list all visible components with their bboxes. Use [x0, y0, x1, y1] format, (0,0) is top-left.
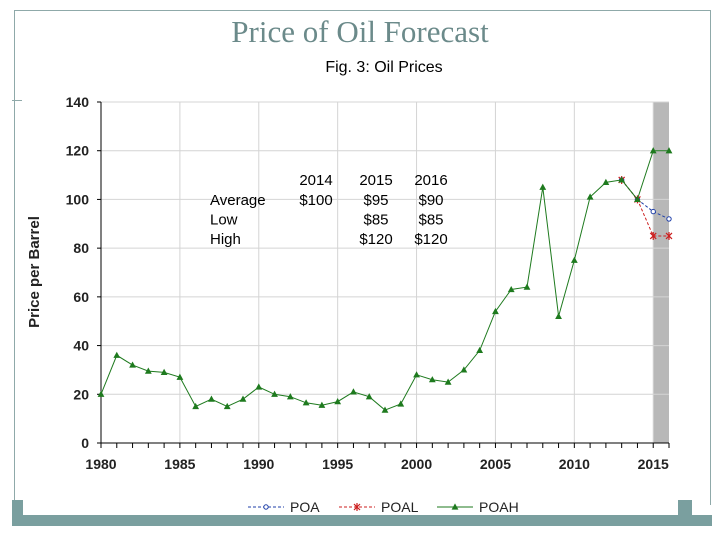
poal-point	[353, 503, 361, 511]
poah-point	[665, 147, 673, 154]
poah-point	[451, 503, 459, 510]
y-tick-label: 60	[73, 289, 89, 305]
annotation-header: 2016	[414, 172, 447, 189]
y-tick-label: 100	[66, 191, 90, 207]
poal-point	[649, 231, 657, 240]
x-tick-label: 1990	[243, 456, 274, 472]
poah-point	[350, 388, 357, 395]
x-tick-label: 2015	[638, 456, 669, 472]
poah-point	[239, 395, 247, 402]
annotation-header: 2015	[359, 172, 392, 189]
poah-point	[492, 307, 499, 315]
slide-border-top	[14, 10, 710, 11]
slide-title: Price of Oil Forecast	[231, 14, 489, 49]
poal-point	[665, 231, 673, 240]
slide-border-tick	[12, 100, 22, 101]
poa-point	[666, 216, 672, 222]
poa-point	[263, 504, 269, 510]
x-tick-label: 1995	[322, 456, 353, 472]
poah-point	[97, 390, 105, 397]
poah-point	[286, 393, 294, 400]
poah-point	[129, 361, 136, 368]
annotation-cell: High	[210, 231, 241, 248]
annotation-cell: $85	[418, 212, 443, 229]
poah-point	[302, 399, 310, 406]
y-tick-label: 80	[73, 240, 89, 256]
poah-point	[539, 183, 547, 190]
annotation-cell: Average	[210, 192, 266, 209]
x-tick-label: 1980	[85, 456, 116, 472]
y-tick-label: 40	[73, 338, 89, 354]
poah-point	[192, 402, 200, 410]
poah-point	[649, 147, 657, 154]
poa-point	[650, 208, 656, 215]
plot-area	[101, 102, 669, 443]
poah-point	[586, 193, 594, 200]
slide-border-right	[710, 10, 711, 505]
poah-point	[271, 390, 278, 397]
x-tick-label: 2005	[480, 456, 511, 472]
annotation-cell: $85	[363, 212, 388, 229]
annotation-cell: $95	[363, 192, 388, 209]
poah-point	[523, 283, 531, 290]
poah-point	[602, 178, 610, 185]
poah-point	[223, 402, 231, 410]
y-tick-label: 140	[66, 94, 90, 110]
poah-point	[208, 395, 215, 402]
slide-footer-band	[12, 515, 712, 526]
poah-point	[255, 383, 263, 390]
poah-point	[334, 397, 342, 405]
legend-label-poah: POAH	[479, 499, 519, 515]
poah-point	[507, 285, 515, 293]
poah-point	[428, 376, 436, 383]
y-tick-label: 120	[66, 143, 90, 159]
poah-point	[555, 312, 562, 319]
y-tick-label: 0	[81, 435, 89, 451]
annotation-cell: $90	[418, 192, 443, 209]
legend-label-poa: POA	[290, 499, 320, 515]
poah-point	[618, 176, 626, 183]
poah-point	[460, 366, 468, 373]
annotation-cell: $120	[414, 231, 447, 248]
poah-point	[160, 368, 168, 375]
poah-point	[413, 371, 420, 378]
x-tick-label: 1985	[164, 456, 195, 472]
poah-point	[634, 195, 641, 203]
poah-point	[444, 378, 452, 385]
chart-title: Fig. 3: Oil Prices	[325, 59, 442, 76]
poah-point	[397, 400, 405, 407]
forecast-shading	[653, 102, 669, 443]
slide-footer-square-left	[12, 500, 23, 515]
annotation-cell: $120	[359, 231, 392, 248]
poah-point	[113, 351, 121, 358]
y-tick-label: 20	[73, 386, 89, 402]
poah-point	[570, 256, 578, 263]
slide-footer-square-right	[678, 500, 692, 515]
poah-point	[381, 406, 389, 413]
annotation-header: 2014	[299, 172, 332, 189]
poah-point	[365, 393, 373, 400]
poah-point	[318, 401, 326, 408]
poah-point	[144, 367, 152, 374]
x-tick-label: 2000	[401, 456, 432, 472]
annotation-cell: Low	[210, 212, 238, 229]
slide-border-left	[14, 10, 15, 505]
y-axis-label: Price per Barrel	[26, 216, 43, 328]
legend-label-poal: POAL	[381, 499, 419, 515]
poah-point	[176, 373, 184, 380]
poah-point	[476, 346, 484, 354]
annotation-cell: $100	[299, 192, 332, 209]
x-tick-label: 2010	[559, 456, 590, 472]
